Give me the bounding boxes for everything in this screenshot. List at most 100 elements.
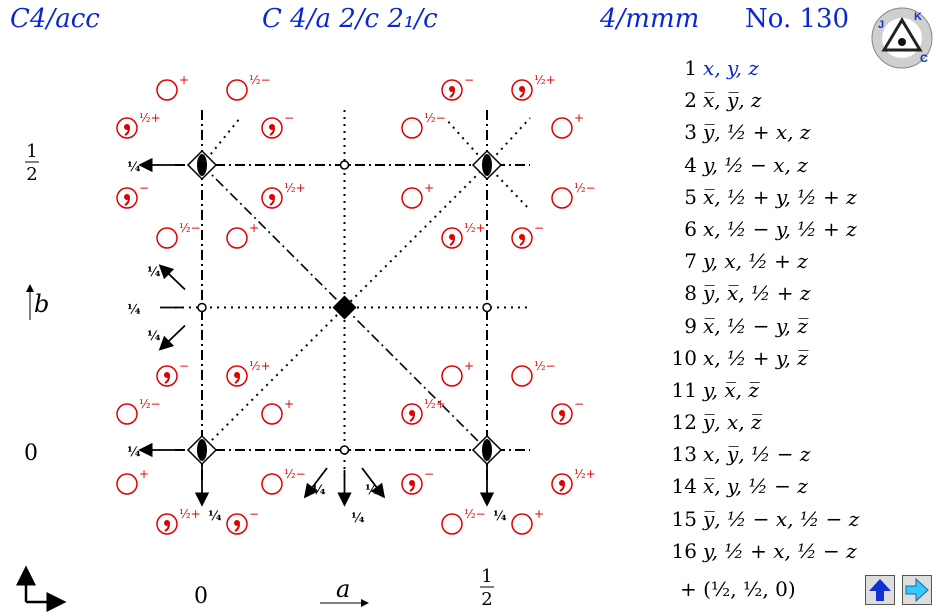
general-position: − [226, 507, 259, 535]
operation-coords: x̅, ½ − y, z̅ [703, 313, 808, 338]
svg-text:½+: ½+ [179, 507, 201, 521]
general-position: + [551, 111, 584, 139]
short-symbol: C4/acc [10, 4, 100, 34]
operation-row: 10 x, ½ + y, z̅ [655, 342, 895, 374]
operation-number: 4 [684, 152, 697, 177]
general-position: ½+ [156, 507, 201, 535]
operation-coords: x, y, z [703, 56, 759, 80]
svg-text:−: − [534, 221, 544, 235]
right-arrow-icon [905, 577, 929, 603]
svg-text:½−: ½− [424, 111, 446, 125]
svg-text:½+: ½+ [424, 397, 446, 411]
svg-text:½−: ½− [464, 507, 486, 521]
general-position: + [116, 467, 149, 495]
svg-text:−: − [179, 359, 189, 373]
quarter-label: ¼ [351, 511, 365, 526]
svg-text:−: − [139, 181, 149, 195]
general-position: − [511, 221, 544, 249]
operation-row: 2 x̅, y̅, z [655, 84, 895, 116]
general-position: ½− [156, 221, 201, 249]
operation-coords: y, ½ − x, z [703, 152, 808, 177]
operation-number: 14 [671, 474, 697, 499]
svg-text:½−: ½− [534, 359, 556, 373]
operation-coords: x, ½ + y, z̅ [703, 345, 808, 370]
general-position: ½− [511, 359, 556, 387]
rotoinversion-axis [186, 149, 218, 181]
general-position: + [156, 73, 189, 101]
svg-text:2: 2 [481, 589, 492, 610]
general-position: − [551, 397, 584, 425]
operation-row: 13 x, y̅, ½ − z [655, 438, 895, 470]
svg-text:½−: ½− [179, 221, 201, 235]
operation-number: 6 [684, 216, 697, 241]
operation-coords: x̅, ½ + y, ½ + z [703, 184, 857, 209]
operation-coords: x, y̅, ½ − z [703, 442, 811, 467]
operation-row: 1 x, y, z [655, 52, 895, 84]
operation-number: 15 [671, 506, 697, 531]
operation-number: 12 [671, 410, 697, 435]
operation-row: 15 y̅, ½ − x, ½ − z [655, 503, 895, 535]
operation-number: 11 [671, 377, 697, 402]
svg-text:+: + [574, 111, 584, 125]
operation-number: 9 [684, 313, 697, 338]
general-position: ½+ [226, 359, 271, 387]
operation-row: 7 y, x, ½ + z [655, 245, 895, 277]
svg-text:+: + [284, 397, 294, 411]
operations-list: 1 x, y, z 2 x̅, y̅, z 3 y̅, ½ + x, z 4 y, ½ − x… [655, 52, 895, 567]
x-zero-label: 0 [194, 584, 208, 609]
operation-coords: y̅, ½ + x, z [703, 120, 811, 145]
operation-coords: x̅, y̅, z [703, 88, 762, 113]
centering-vector: + (½, ½, 0) [680, 577, 796, 601]
general-position: ½+ [551, 467, 596, 495]
operation-row: 6 x, ½ − y, ½ + z [655, 213, 895, 245]
up-arrow-icon [869, 579, 891, 601]
quarter-label: ¼ [493, 509, 507, 524]
x-half-label: 12 [480, 566, 494, 610]
svg-text:−: − [464, 73, 474, 87]
svg-text:+: + [139, 467, 149, 481]
next-button[interactable] [902, 575, 932, 605]
jkc-logo[interactable]: J K C [870, 6, 934, 70]
operation-number: 13 [671, 442, 697, 467]
svg-text:½−: ½− [249, 73, 271, 87]
twofold-axis-arrow [158, 264, 186, 291]
operation-number: 8 [684, 281, 697, 306]
general-position: − [261, 111, 294, 139]
operation-number: 5 [684, 184, 697, 209]
rotoinversion-axis [471, 434, 503, 466]
up-button[interactable] [865, 575, 895, 605]
fourfold-axis [332, 295, 357, 320]
operation-row: 3 y̅, ½ + x, z [655, 116, 895, 148]
general-position: + [226, 221, 259, 249]
operation-number: 1 [684, 56, 697, 80]
operation-number: 16 [671, 538, 697, 563]
svg-text:−: − [249, 507, 259, 521]
svg-text:1: 1 [481, 566, 492, 587]
svg-text:½+: ½+ [534, 73, 556, 87]
inversion-center [197, 302, 207, 313]
svg-text:−: − [424, 467, 434, 481]
general-position: ½− [441, 507, 486, 535]
general-position: ½− [551, 181, 596, 209]
operation-row: 9 x̅, ½ − y, z̅ [655, 310, 895, 342]
quarter-label: ¼ [208, 509, 222, 524]
inversion-center [482, 302, 492, 313]
b-axis-label: b [34, 290, 49, 318]
quarter-label: ¼ [365, 483, 379, 498]
svg-text:+: + [249, 221, 259, 235]
svg-text:½−: ½− [139, 397, 161, 411]
operation-row: 11 y, x̅, z̅ [655, 374, 895, 406]
general-position: ½− [261, 467, 306, 495]
operation-coords: x, ½ − y, ½ + z [703, 216, 857, 241]
operation-coords: y̅, ½ − x, ½ − z [703, 506, 860, 531]
operation-row: 5 x̅, ½ + y, ½ + z [655, 181, 895, 213]
twofold-axis-arrow [361, 467, 386, 499]
svg-text:½+: ½+ [284, 181, 306, 195]
svg-text:2: 2 [26, 164, 37, 185]
svg-text:J: J [878, 19, 884, 31]
svg-text:+: + [464, 359, 474, 373]
svg-text:1: 1 [26, 141, 37, 162]
a-axis-label: a [336, 575, 350, 603]
